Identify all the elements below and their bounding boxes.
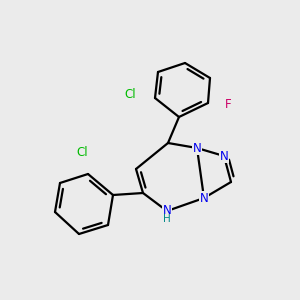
Text: F: F bbox=[225, 98, 231, 110]
Text: N: N bbox=[193, 142, 201, 154]
Text: H: H bbox=[163, 214, 171, 224]
Text: N: N bbox=[163, 205, 171, 218]
Text: Cl: Cl bbox=[76, 146, 88, 158]
Text: N: N bbox=[200, 191, 208, 205]
Text: Cl: Cl bbox=[124, 88, 136, 101]
Text: N: N bbox=[220, 149, 228, 163]
Text: N: N bbox=[163, 205, 171, 218]
